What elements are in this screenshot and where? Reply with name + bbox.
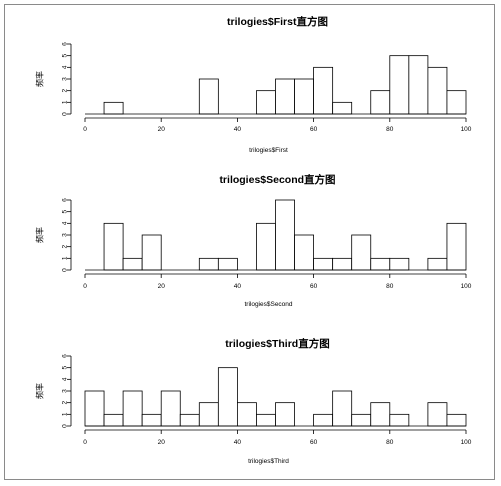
histogram-bar (275, 78, 295, 115)
histogram-bar (446, 222, 467, 271)
x-tick-label: 60 (310, 439, 318, 446)
y-tick-label: 2 (62, 88, 69, 92)
x-tick-label: 0 (83, 283, 87, 290)
x-tick-label: 0 (83, 126, 87, 133)
histogram-bar (294, 234, 314, 271)
x-tick-label: 80 (386, 283, 394, 290)
histogram-bar (236, 402, 257, 427)
x-axis-label: trilogies$First (249, 147, 288, 154)
y-axis-label: 频率 (35, 71, 45, 87)
x-axis-label: trilogies$Third (248, 458, 289, 465)
y-tick-label: 2 (62, 400, 69, 404)
histogram-bar (427, 257, 448, 271)
histogram-bar (313, 257, 334, 271)
x-tick-label: 80 (386, 439, 394, 446)
y-tick-label: 4 (62, 221, 69, 225)
histogram-bar (217, 257, 238, 271)
x-axis-label: trilogies$Second (244, 301, 292, 308)
histogram-bar (332, 390, 353, 427)
x-tick-label: 60 (310, 283, 318, 290)
x-tick-label: 40 (234, 126, 242, 133)
histogram-bar (446, 413, 467, 427)
chart-title: trilogies$Third直方图 (225, 337, 329, 350)
y-tick-label: 0 (62, 424, 69, 428)
x-tick-label: 60 (310, 126, 318, 133)
histogram-bar (122, 390, 143, 427)
histogram-bar (427, 402, 448, 427)
histogram-bar (256, 222, 276, 271)
x-tick-label: 20 (158, 283, 166, 290)
histogram-bar (389, 257, 410, 271)
y-tick-label: 3 (62, 77, 69, 81)
histogram-bar (313, 66, 334, 115)
histogram-bar (217, 367, 238, 427)
histogram-bar (198, 78, 219, 115)
histogram-bar (370, 257, 391, 271)
y-tick-label: 2 (62, 244, 69, 248)
histogram-panel-2: trilogies$Second直方图 0 20 40 60 80 100 0 1 2 3 4 5 6 tr… (35, 173, 472, 308)
histogram-bar (103, 222, 124, 271)
x-tick-label: 100 (461, 283, 472, 290)
y-tick-label: 5 (62, 365, 69, 369)
histogram-bar (351, 234, 372, 271)
y-tick-label: 5 (62, 209, 69, 213)
histogram-bar (351, 413, 372, 427)
y-tick-label: 6 (62, 42, 69, 46)
histogram-bar (294, 78, 314, 115)
y-tick-label: 3 (62, 233, 69, 237)
histogram-bar (275, 199, 295, 271)
histogram-bar (160, 390, 181, 427)
x-tick-label: 0 (83, 439, 87, 446)
histogram-bar (332, 101, 353, 115)
histogram-bar (370, 90, 391, 115)
histogram-bar (389, 413, 410, 427)
histogram-bar (332, 257, 353, 271)
histogram-bar (198, 402, 219, 427)
x-tick-label: 40 (234, 439, 242, 446)
histogram-bar (84, 390, 105, 427)
y-axis-label: 频率 (35, 383, 45, 399)
y-tick-label: 1 (62, 256, 69, 260)
histogram-bar (408, 55, 429, 115)
x-tick-label: 80 (386, 126, 394, 133)
y-axis-label: 频率 (35, 227, 45, 243)
histogram-bar (427, 66, 448, 115)
histogram-bar (141, 234, 162, 271)
histogram-bar (103, 413, 124, 427)
histogram-bar (103, 101, 124, 115)
y-tick-label: 0 (62, 112, 69, 116)
histogram-bar (389, 55, 410, 115)
y-tick-label: 6 (62, 198, 69, 202)
y-tick-label: 0 (62, 268, 69, 272)
histogram-bar (122, 257, 143, 271)
histogram-bar (179, 413, 200, 427)
histogram-panel-3: trilogies$Third直方图 0 20 40 60 80 100 0 1 2 3 4 5 6 tri… (35, 337, 472, 465)
x-tick-label: 40 (234, 283, 242, 290)
histogram-bar (256, 90, 276, 115)
y-tick-label: 4 (62, 377, 69, 381)
histogram-panel-1: trilogies$First直方图 0 20 40 60 80 100 0 1 2 3 4 5 6 tri… (35, 15, 472, 154)
histogram-bar (275, 402, 295, 427)
x-tick-label: 100 (461, 126, 472, 133)
y-tick-label: 5 (62, 53, 69, 57)
y-tick-label: 1 (62, 100, 69, 104)
y-tick-label: 1 (62, 412, 69, 416)
y-tick-label: 6 (62, 354, 69, 358)
y-tick-label: 3 (62, 389, 69, 393)
x-tick-label: 20 (158, 439, 166, 446)
histogram-bar (370, 402, 391, 427)
x-tick-label: 20 (158, 126, 166, 133)
chart-title: trilogies$Second直方图 (219, 173, 335, 186)
histogram-bar (198, 257, 219, 271)
histogram-bar (141, 413, 162, 427)
histogram-bar (256, 413, 276, 427)
y-tick-label: 4 (62, 65, 69, 69)
histogram-bar (446, 90, 467, 115)
x-tick-label: 100 (461, 439, 472, 446)
chart-title: trilogies$First直方图 (227, 15, 328, 28)
histogram-bar (313, 413, 334, 427)
